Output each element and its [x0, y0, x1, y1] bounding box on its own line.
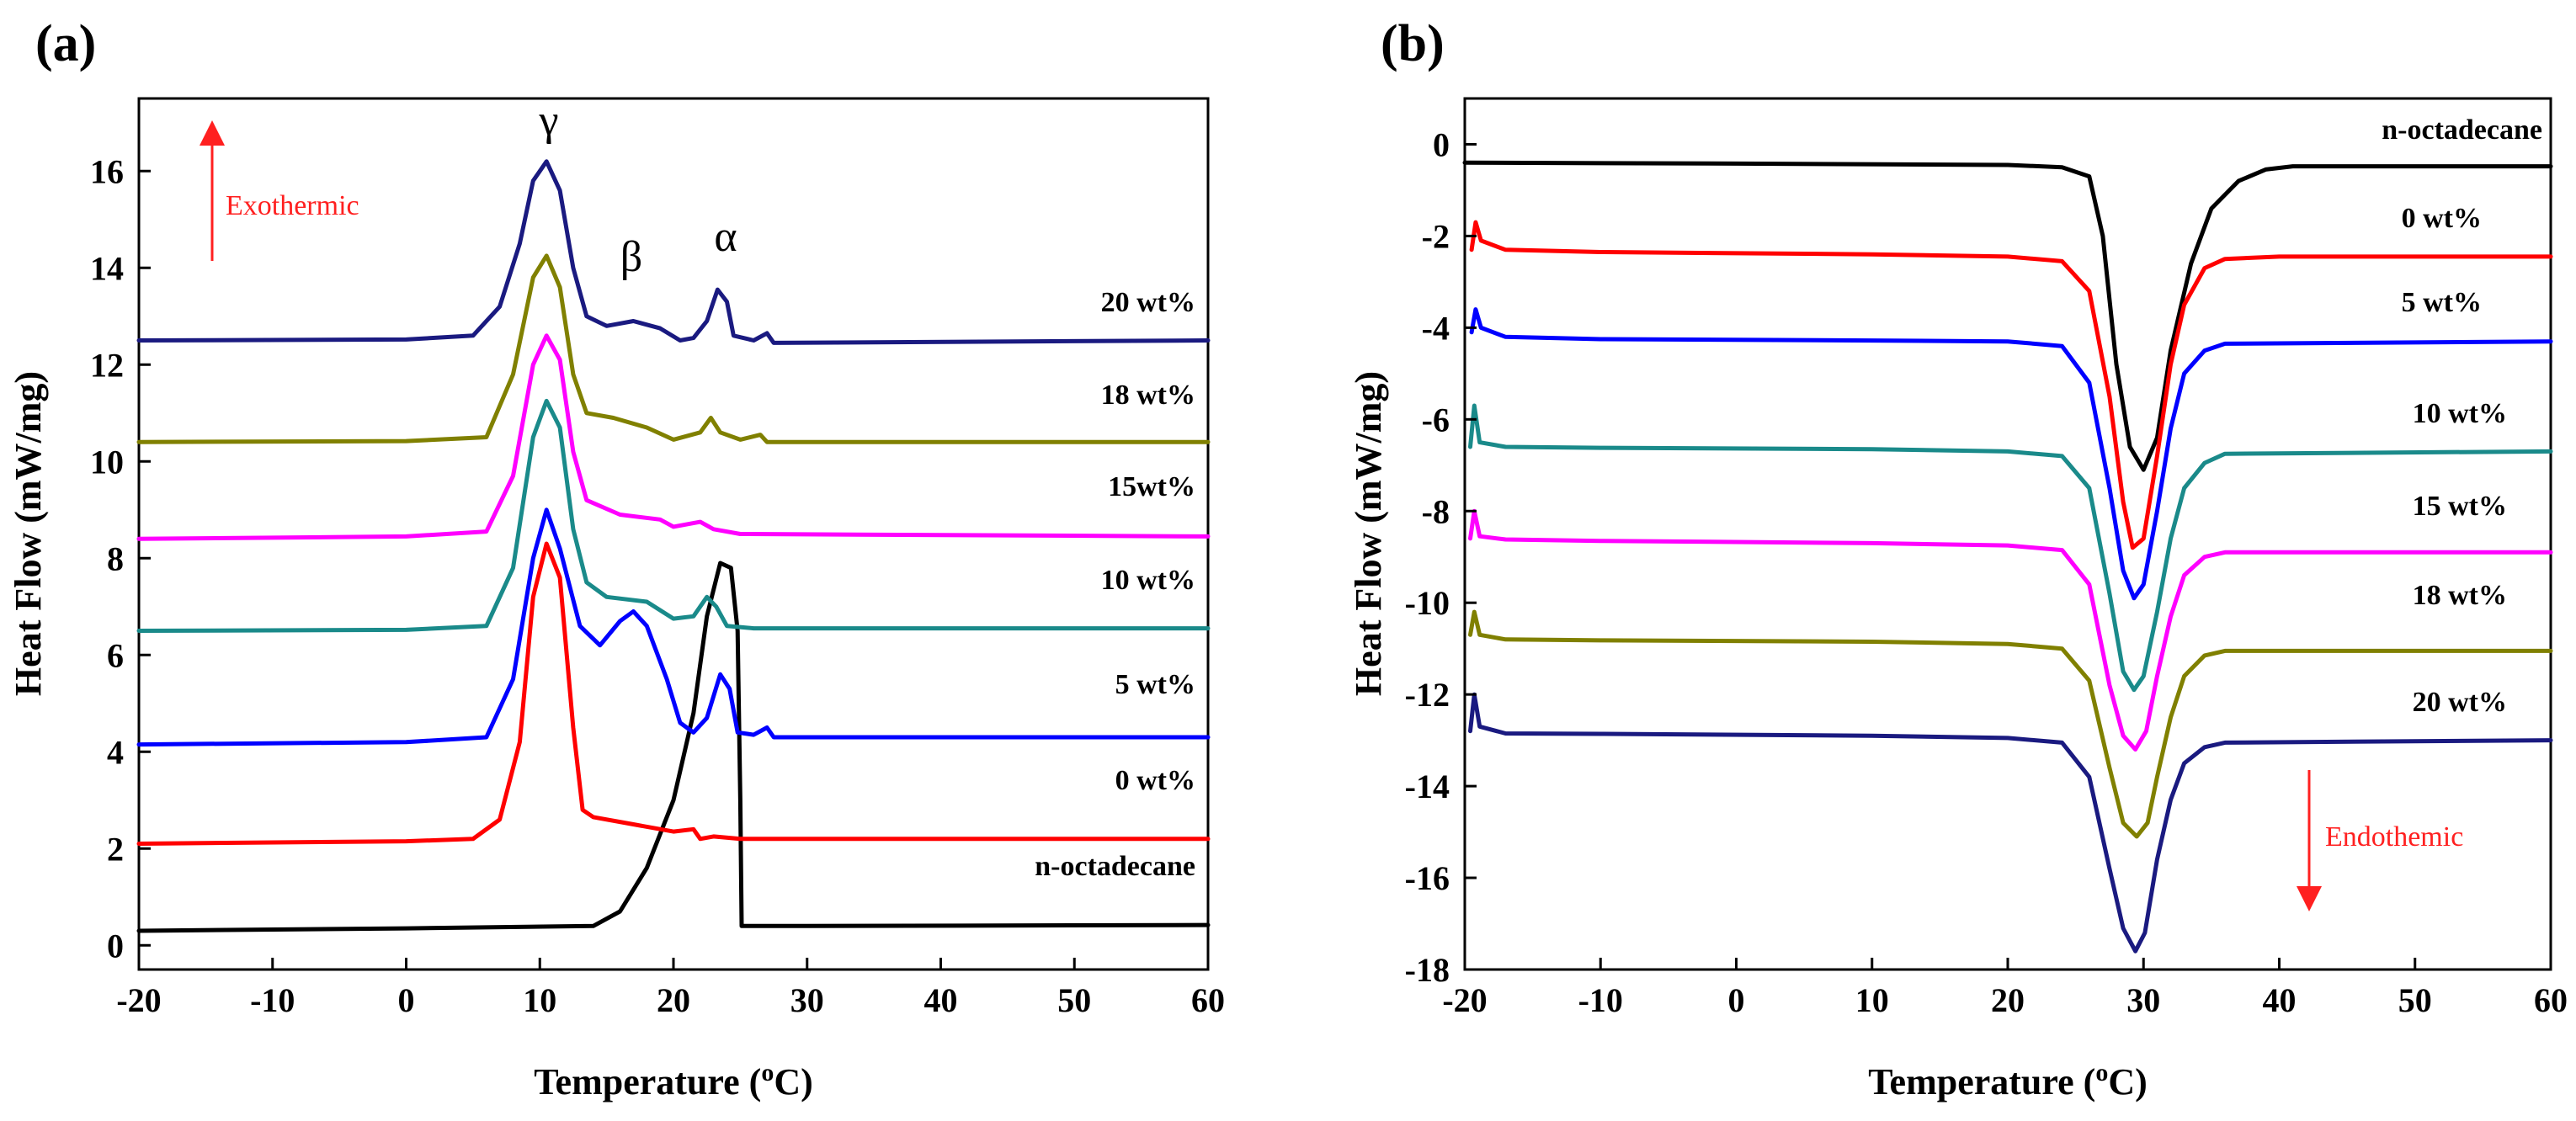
panel-a-x-tick-label-60: 60	[1191, 981, 1225, 1019]
panel-b-series-group	[1462, 160, 2553, 954]
panel-b-y-axis-title: Heat Flow (mW/mg)	[1348, 371, 1389, 696]
panel-b-series-label-5-wtpct: 5 wt%	[2402, 287, 2482, 318]
panel-b-series-line-0-wtpct	[1469, 220, 2553, 550]
panel-b-x-axis-title: Temperature (oC)	[1868, 1059, 2148, 1103]
panel-b-x-ticks: -20 -10 0 10 20 30 40 50 60	[1442, 958, 2568, 1019]
panel-b-y-tick-label-16: -16	[1405, 859, 1450, 897]
panel-b-y-ticks: 0 -2 -4 -6 -8 -10 -12 -14 -16 -18	[1405, 125, 1477, 989]
panel-a-y-tick-label-12: 12	[90, 346, 124, 384]
panel-a-series-line-5-wtpct	[136, 507, 1211, 747]
panel-a-series-label-18-wtpct: 18 wt%	[1101, 380, 1195, 411]
panel-a-x-tick-label-10: -10	[250, 981, 295, 1019]
beta-peak-label: β	[620, 233, 642, 281]
panel-a-y-tick-label-8: 8	[107, 539, 124, 577]
panel-b-series-label-18-wtpct: 18 wt%	[2413, 580, 2507, 611]
panel-b-y-tick-label-12: -12	[1405, 676, 1450, 714]
panel-a-y-tick-label-14: 14	[90, 249, 124, 287]
panel-a-series-label-15wtpct: 15wt%	[1108, 471, 1195, 502]
panel-a-x-tick-label-30: 30	[790, 981, 824, 1019]
panel-b-y-tick-label-6: -6	[1422, 401, 1450, 438]
panel-a-y-tick-label-2: 2	[107, 830, 124, 868]
panel-b-series-labels: n-octadecane 0 wt% 5 wt% 10 wt% 15 wt% 18 wt%…	[2382, 114, 2542, 718]
panel-b-series-label-15-wtpct: 15 wt%	[2413, 491, 2507, 522]
panel-a-label: (a)	[35, 15, 96, 72]
panel-b-y-tick-label-0: 0	[1433, 125, 1450, 163]
panel-a-x-tick-label-40: 40	[924, 981, 958, 1019]
panel-b-x-tick-label-50: 50	[2398, 981, 2432, 1019]
panel-b-series-line-15-wtpct	[1468, 508, 2553, 752]
panel-a-x-tick-label-20: -20	[116, 981, 161, 1019]
panel-b-series-line-18-wtpct	[1468, 609, 2553, 839]
panel-a-y-tick-label-4: 4	[107, 733, 124, 771]
panel-b-y-tick-label-14: -14	[1405, 768, 1450, 805]
panel-a-y-ticks: 0 2 4 6 8 10 12 14 16	[90, 152, 151, 964]
exothermic-label: Exothermic	[226, 190, 359, 221]
panel-b-y-tick-label-2: -2	[1422, 217, 1450, 255]
panel-b-x-tick-label-0: 0	[1728, 981, 1745, 1019]
panel-a-x-axis-title-sup: o	[761, 1059, 774, 1086]
panel-a-series-group	[136, 159, 1211, 933]
panel-b-y-tick-label-18: -18	[1405, 951, 1450, 989]
panel-a-y-tick-label-0: 0	[107, 927, 124, 964]
panel-b-series-line-20-wtpct	[1468, 692, 2553, 954]
panel-a-series-label-10-wtpct: 10 wt%	[1101, 565, 1195, 596]
panel-b-series-label-10-wtpct: 10 wt%	[2413, 398, 2507, 429]
panel-a-x-tick-label-50: 50	[1057, 981, 1091, 1019]
panel-a-series-line-0-wtpct	[136, 541, 1211, 846]
panel-a-x-axis-title: Temperature (oC)	[534, 1059, 813, 1103]
panel-b-x-tick-label-30: 30	[2126, 981, 2160, 1019]
panel-b-x-tick-label-10: 10	[1855, 981, 1889, 1019]
panel-b-series-label-n-octadecane: n-octadecane	[2382, 114, 2542, 146]
alpha-peak-label: α	[714, 213, 737, 261]
panel-a-y-tick-label-16: 16	[90, 152, 124, 190]
panel-a-x-axis-title-unit: C)	[774, 1061, 812, 1102]
panel-a-series-line-20-wtpct	[136, 159, 1211, 345]
panel-b-y-tick-label-8: -8	[1422, 492, 1450, 530]
panel-a: (a) -20 -10 0 10 20 30 40 50 60 0 2 4 6 8 10 12 14 16 n-…	[8, 15, 1225, 1102]
panel-b-x-tick-label-20: -20	[1442, 981, 1487, 1019]
panel-a-series-line-15wtpct	[136, 333, 1211, 541]
panel-a-series-labels: n-octadecane 0 wt% 5 wt% 10 wt% 15wt% 18 wt% 2…	[1035, 287, 1195, 882]
panel-b-x-axis-title-unit: C)	[2108, 1061, 2147, 1102]
panel-b-x-tick-label-20: 20	[1991, 981, 2025, 1019]
panel-b: (b) -20 -10 0 10 20 30 40 50 60 0 -2 -4 -6 -8 -10 -12 -…	[1348, 15, 2568, 1102]
panel-a-y-tick-label-6: 6	[107, 636, 124, 674]
panel-a-series-label-0-wtpct: 0 wt%	[1115, 765, 1195, 796]
panel-a-x-tick-label-20: 20	[657, 981, 690, 1019]
gamma-peak-label: γ	[539, 97, 559, 145]
panel-b-x-tick-label-40: 40	[2263, 981, 2297, 1019]
panel-b-series-line-n-octadecane	[1462, 160, 2553, 472]
panel-a-y-axis-title: Heat Flow (mW/mg)	[8, 371, 49, 696]
panel-b-series-label-0-wtpct: 0 wt%	[2402, 203, 2482, 234]
panel-b-y-tick-label-10: -10	[1405, 584, 1450, 622]
panel-a-x-tick-label-0: 0	[398, 981, 415, 1019]
panel-b-x-tick-label-10: -10	[1578, 981, 1623, 1019]
endothemic-label: Endothemic	[2325, 821, 2463, 853]
panel-a-x-ticks: -20 -10 0 10 20 30 40 50 60	[116, 958, 1225, 1019]
panel-b-x-tick-label-60: 60	[2534, 981, 2568, 1019]
panel-b-x-axis-title-main: Temperature (	[1868, 1061, 2095, 1102]
panel-a-series-label-5-wtpct: 5 wt%	[1115, 669, 1195, 700]
panel-a-x-axis-title-main: Temperature (	[534, 1061, 761, 1102]
panel-a-series-label-20-wtpct: 20 wt%	[1101, 287, 1195, 318]
panel-b-series-line-10-wtpct	[1468, 403, 2553, 693]
panel-a-series-line-18-wtpct	[136, 253, 1211, 444]
panel-b-series-line-5-wtpct	[1469, 307, 2553, 601]
panel-b-x-axis-title-sup: o	[2095, 1059, 2108, 1086]
panel-b-label: (b)	[1381, 15, 1445, 72]
panel-a-series-line-n-octadecane	[136, 560, 1211, 933]
panel-b-y-tick-label-4: -4	[1422, 309, 1450, 347]
panel-a-y-tick-label-10: 10	[90, 443, 124, 481]
panel-a-x-tick-label-10: 10	[523, 981, 556, 1019]
panel-a-series-label-n-octadecane: n-octadecane	[1035, 851, 1195, 882]
panel-a-series-line-10-wtpct	[136, 398, 1211, 633]
panel-b-series-label-20-wtpct: 20 wt%	[2413, 687, 2507, 718]
